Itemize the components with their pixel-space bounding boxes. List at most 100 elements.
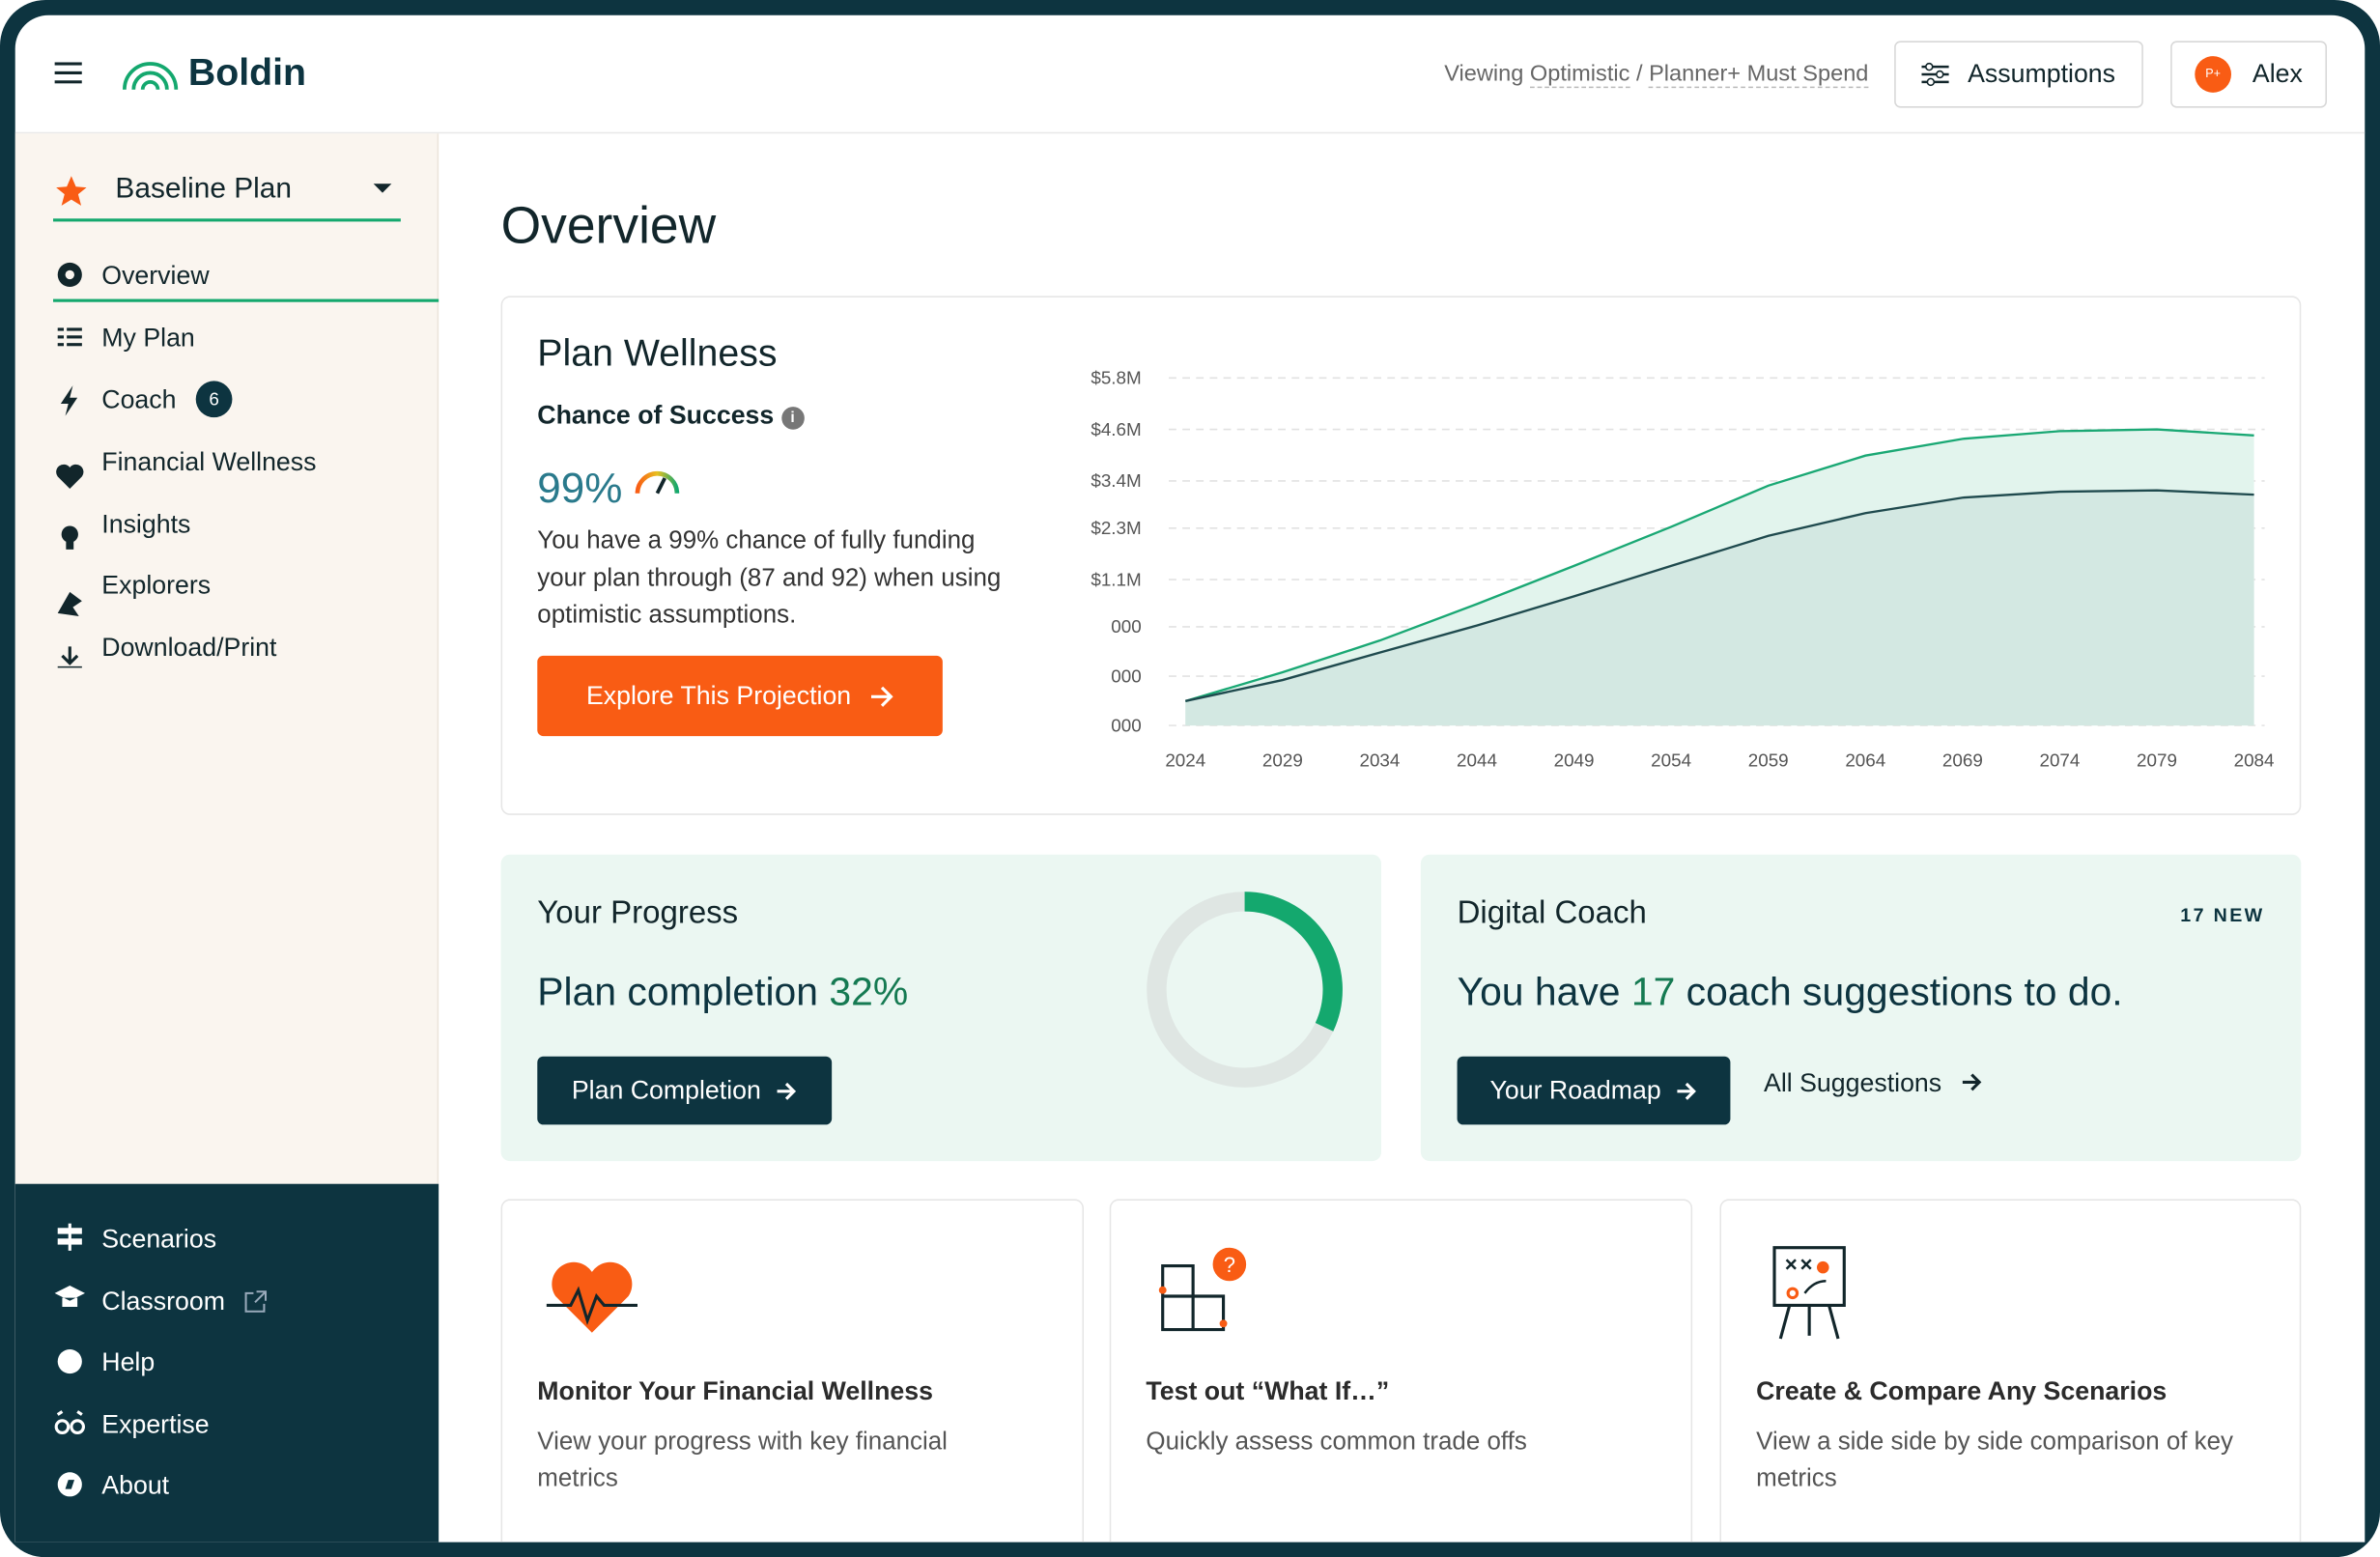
y-tick-label: 000 xyxy=(1111,616,1141,637)
nav-item[interactable]: Overview xyxy=(101,261,210,291)
nav-item[interactable]: My Plan xyxy=(101,323,195,353)
x-tick-label: 2024 xyxy=(1165,750,1205,771)
nav-item[interactable]: Scenarios xyxy=(101,1225,217,1255)
area xyxy=(1185,490,2254,726)
wellness-card xyxy=(500,296,2302,815)
nav-item[interactable]: Financial Wellness xyxy=(101,447,317,477)
roadmap-button[interactable]: Your Roadmap xyxy=(1457,1056,1731,1125)
x-tick-label: 2079 xyxy=(2137,750,2177,771)
x-tick-label: 2054 xyxy=(1651,750,1691,771)
all-suggestions-link[interactable]: All Suggestions xyxy=(1764,1068,1982,1098)
sidebar-bottom xyxy=(14,1183,439,1543)
active-underline xyxy=(53,298,439,302)
nav-item[interactable]: Insights xyxy=(101,510,191,539)
card-title: Create & Compare Any Scenarios xyxy=(1756,1376,2168,1406)
explore-button[interactable]: Explore This Projection xyxy=(537,655,943,737)
scenario-link[interactable]: Optimistic xyxy=(1529,60,1630,89)
x-tick-label: 2064 xyxy=(1845,750,1885,771)
card-title: Test out “What If…” xyxy=(1146,1376,1390,1406)
coach-new: 17 NEW xyxy=(2180,904,2265,926)
coach-text-start: You have xyxy=(1457,968,1621,1014)
nav-item[interactable]: Coach xyxy=(101,385,177,415)
y-tick-label: $3.4M xyxy=(1091,470,1141,491)
x-tick-label: 2034 xyxy=(1359,750,1400,771)
progress-text: Plan completion 32% xyxy=(537,969,908,1016)
progress-title: Your Progress xyxy=(537,895,739,931)
card-text: View your progress with key financial me… xyxy=(537,1428,948,1492)
nav-item[interactable]: Classroom xyxy=(101,1287,225,1316)
nav-item[interactable]: Explorers xyxy=(101,570,212,600)
brand: Boldin xyxy=(187,51,307,95)
coach-count: 17 xyxy=(1630,968,1676,1014)
y-tick-label: $5.8M xyxy=(1091,368,1141,388)
breadcrumb: Viewing Optimistic / Planner+ Must Spend xyxy=(1444,60,1869,89)
roadmap-label: Your Roadmap xyxy=(1489,1075,1661,1105)
y-tick-label: $2.3M xyxy=(1091,518,1141,538)
card-text: Quickly assess common trade offs xyxy=(1146,1428,1527,1457)
line xyxy=(1185,489,2254,702)
y-tick-label: 000 xyxy=(1111,665,1141,686)
external-icon xyxy=(244,1290,268,1313)
header: Boldin Viewing Optimistic / Planner+ Mus… xyxy=(14,15,2366,134)
heart-icon xyxy=(546,1261,638,1333)
x-tick-label: 2074 xyxy=(2039,750,2080,771)
puzzle-icon: ? xyxy=(1158,1247,1247,1332)
coach-text-end: coach suggestions to do. xyxy=(1686,968,2123,1014)
menu-icon[interactable] xyxy=(54,62,82,84)
star-icon xyxy=(56,176,87,206)
assumptions-button[interactable]: Assumptions xyxy=(1894,41,2143,108)
ring-progress xyxy=(1244,892,1343,1032)
success-label: Chance of Success i xyxy=(537,401,805,431)
plan-completion-label: Plan Completion xyxy=(571,1075,761,1105)
arrow xyxy=(870,685,893,707)
y-tick-label: $4.6M xyxy=(1091,419,1141,439)
all-suggestions-label: All Suggestions xyxy=(1764,1068,1942,1098)
x-tick-label: 2049 xyxy=(1554,750,1595,771)
nav-item[interactable]: Download/Print xyxy=(101,633,277,663)
x-tick-label: 2059 xyxy=(1748,750,1789,771)
x-tick-label: 2069 xyxy=(1942,750,1983,771)
x-tick-label: 2044 xyxy=(1457,750,1497,771)
arrow xyxy=(1678,1082,1697,1100)
completion-value: 32% xyxy=(829,968,909,1014)
bottom-nav-icons xyxy=(54,1223,86,1497)
info-icon[interactable]: i xyxy=(780,407,805,430)
x-tick-label: 2029 xyxy=(1262,750,1303,771)
user-button[interactable]: P+ Alex xyxy=(2170,41,2328,108)
line xyxy=(1184,428,2254,702)
plan-completion-button[interactable]: Plan Completion xyxy=(537,1056,833,1125)
feature-card[interactable] xyxy=(1109,1199,1693,1543)
plan-badge: P+ xyxy=(2195,56,2231,93)
feature-card[interactable] xyxy=(1719,1199,2302,1543)
nav-icons xyxy=(56,262,84,668)
arrow xyxy=(1962,1073,1982,1091)
completion-label: Plan completion xyxy=(537,968,819,1014)
user-name: Alex xyxy=(2252,59,2303,89)
viewing-label: Viewing xyxy=(1444,60,1524,87)
wellness-title: Plan Wellness xyxy=(537,332,778,376)
plan-underline xyxy=(53,218,401,222)
progress-ring xyxy=(1147,892,1343,1088)
logo-icon xyxy=(122,62,179,90)
app: Boldin Viewing Optimistic / Planner+ Mus… xyxy=(14,14,2366,1543)
svg-text:?: ? xyxy=(1224,1253,1235,1277)
plan-selector[interactable]: Baseline Plan xyxy=(115,173,293,206)
y-tick-label: $1.1M xyxy=(1091,569,1141,589)
nav-item[interactable]: Expertise xyxy=(101,1409,210,1439)
coach-text: You have 17 coach suggestions to do. xyxy=(1458,969,2123,1016)
gauge-icon xyxy=(635,470,680,495)
feature-card[interactable] xyxy=(500,1199,1084,1543)
wellness-description: You have a 99% chance of fully funding y… xyxy=(537,526,1002,629)
projection-chart: $5.8M $4.6M $3.4M $2.3M $1.1M 000 000 000 2024 20… xyxy=(1091,368,2274,771)
plan-link[interactable]: Planner+ Must Spend xyxy=(1649,60,1869,89)
nav-item[interactable]: Help xyxy=(101,1347,156,1377)
caret xyxy=(373,184,392,193)
card-text: View a side side by side comparison of k… xyxy=(1756,1428,2234,1492)
separator: / xyxy=(1635,60,1643,87)
nav-item[interactable]: About xyxy=(101,1470,170,1500)
coach-badge: 6 xyxy=(195,381,233,418)
explore-label: Explore This Projection xyxy=(585,680,852,710)
card-title: Monitor Your Financial Wellness xyxy=(537,1376,933,1406)
